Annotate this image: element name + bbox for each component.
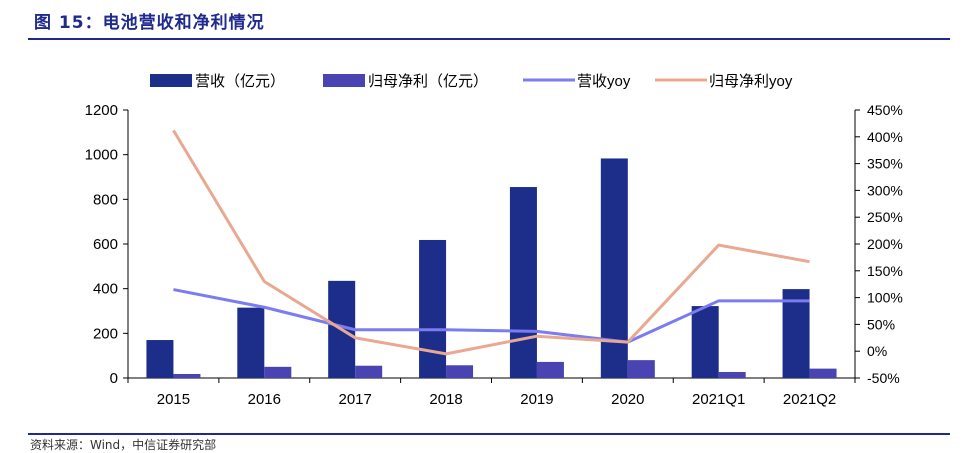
netprofit-yoy-line [172, 129, 810, 356]
left-axis-tick-label: 200 [93, 325, 118, 342]
title-rule [28, 38, 950, 40]
x-axis-tick-label: 2018 [429, 391, 462, 408]
line-series [172, 129, 810, 356]
netprofit-bar [264, 366, 292, 378]
right-axis-tick-label: 100% [867, 290, 903, 306]
revenue-bar [509, 187, 537, 378]
left-axis-tick-label: 400 [93, 281, 118, 298]
legend-netprofit-swatch [323, 74, 365, 87]
x-axis-tick-label: 2021Q1 [692, 391, 745, 408]
left-axis: 0 200 400 600 800 1000 1200 [85, 102, 129, 387]
right-axis-tick-label: 300% [867, 182, 903, 198]
right-axis-tick-label: 400% [867, 129, 903, 145]
legend-revenue-label: 营收（亿元） [195, 73, 285, 90]
x-axis-tick-label: 2020 [611, 391, 644, 408]
right-axis-tick-label: 450% [867, 102, 903, 118]
x-axis-tick-label: 2015 [157, 391, 190, 408]
left-axis-tick-label: 1200 [85, 102, 118, 119]
netprofit-bar [627, 360, 655, 378]
x-axis-tick-label: 2016 [248, 391, 281, 408]
left-axis-tick-label: 800 [93, 191, 118, 208]
revenue-bar [237, 307, 265, 378]
legend-netprofit-yoy-label: 归母净利yoy [709, 73, 793, 90]
revenue-bar [419, 239, 447, 378]
revenue-yoy-line [173, 288, 810, 344]
left-axis-tick-label: 1000 [85, 147, 118, 164]
figure-title: 图 15：电池营收和净利情况 [34, 13, 265, 33]
right-axis: -50% 0% 50% 100% 150% 200% 250% 300% 350% 400% 450… [854, 102, 903, 386]
netprofit-bar [446, 365, 474, 378]
revenue-bar [600, 158, 628, 378]
right-axis-tick-label: 50% [867, 316, 895, 332]
right-axis-tick-label: 150% [867, 263, 903, 279]
netprofit-bar [718, 371, 746, 378]
revenue-bar [146, 340, 174, 378]
combo-chart: 营收（亿元） 归母净利（亿元） 营收yoy 归母净利yoy 0 200 400 600 800… [85, 73, 903, 408]
left-axis-tick-label: 600 [93, 236, 118, 253]
revenue-bar [782, 289, 810, 378]
x-axis-tick-label: 2021Q2 [783, 391, 836, 408]
legend-revenue-swatch [150, 74, 192, 87]
netprofit-bar [536, 361, 564, 378]
right-axis-tick-label: -50% [867, 370, 900, 386]
source-note: 资料来源：Wind，中信证券研究部 [30, 438, 217, 452]
x-axis-tick-label: 2019 [520, 391, 553, 408]
legend-revenue-yoy-label: 营收yoy [577, 73, 631, 90]
revenue-bar [691, 306, 719, 378]
netprofit-bar [355, 365, 383, 378]
bar-series [146, 158, 837, 378]
netprofit-bar [173, 373, 201, 378]
chart-legend: 营收（亿元） 归母净利（亿元） 营收yoy 归母净利yoy [150, 73, 793, 90]
legend-netprofit-label: 归母净利（亿元） [368, 73, 488, 90]
left-axis-tick-label: 0 [110, 370, 118, 387]
x-axis: 2015 2016 2017 2018 2019 2020 2021Q1 2021Q2 [127, 377, 856, 408]
bottom-rule [28, 433, 950, 435]
x-axis-tick-label: 2017 [339, 391, 372, 408]
right-axis-tick-label: 350% [867, 156, 903, 172]
right-axis-tick-label: 0% [867, 343, 887, 359]
netprofit-bar [809, 368, 837, 378]
right-axis-tick-label: 200% [867, 236, 903, 252]
right-axis-tick-label: 250% [867, 209, 903, 225]
